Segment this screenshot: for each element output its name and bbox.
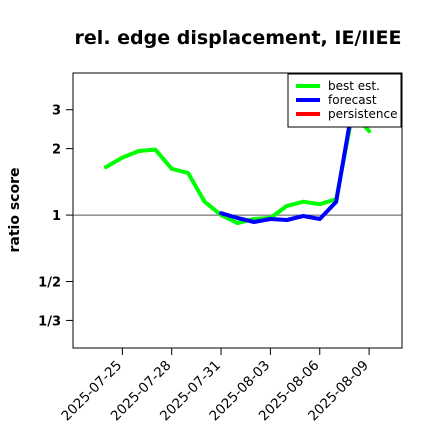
- y-tick-label: 1/3: [38, 314, 61, 329]
- y-tick-label: 1/2: [38, 276, 61, 291]
- y-tick-label: 2: [52, 143, 61, 158]
- y-tick-label: 1: [52, 209, 61, 224]
- plot-frame: [72, 72, 403, 349]
- legend-label: best est.: [328, 79, 380, 93]
- y-tick-label: 3: [52, 104, 61, 119]
- chart-title: rel. edge displacement, IE/IIEE: [75, 27, 402, 49]
- series-line-best-est-: [103, 111, 372, 226]
- series-line-forecast: [219, 104, 372, 224]
- legend-label: persistence: [328, 107, 397, 121]
- y-axis-label: ratio score: [7, 168, 23, 253]
- legend-label: forecast: [328, 93, 377, 107]
